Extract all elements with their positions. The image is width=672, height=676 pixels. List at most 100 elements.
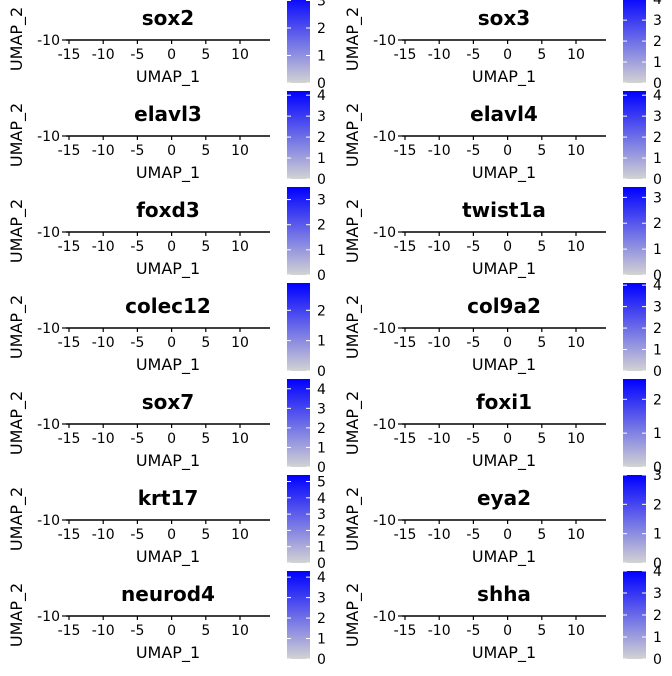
x-axis-label: UMAP_1: [136, 355, 200, 375]
colorbar: [623, 283, 646, 371]
x-tick-label: -15: [58, 143, 81, 159]
colorbar-tick-label: 2: [653, 34, 662, 50]
x-tick-label: 10: [231, 335, 249, 351]
colorbar-tick-label: 0: [317, 556, 326, 572]
x-tick-label: 5: [201, 431, 210, 447]
x-tick-label: 0: [167, 527, 176, 543]
x-axis-label: UMAP_1: [136, 547, 200, 567]
x-tick-label: 10: [567, 527, 585, 543]
x-tick-label: -5: [130, 143, 144, 159]
x-tick-label: 0: [503, 623, 512, 639]
x-tick-label: 0: [503, 47, 512, 63]
y-tick-label: -10: [373, 129, 396, 145]
x-tick-label: 5: [537, 527, 546, 543]
colorbar-tick-label: 2: [317, 130, 326, 146]
colorbar-tick-label: 0: [653, 364, 662, 380]
y-tick-label: -10: [37, 321, 60, 337]
colorbar-tick-label: 2: [317, 421, 326, 437]
x-tick-label: 10: [567, 623, 585, 639]
x-tick-label: -10: [92, 47, 115, 63]
x-tick-label: 5: [537, 239, 546, 255]
x-tick-label: -15: [58, 527, 81, 543]
x-tick-label: -5: [466, 335, 480, 351]
colorbar-tick-label: 0: [653, 76, 662, 92]
colorbar-tick-label: 3: [653, 586, 662, 602]
colorbar-tick-label: 0: [653, 556, 662, 572]
x-tick-label: -15: [394, 239, 417, 255]
colorbar-tick-label: 3: [653, 468, 662, 484]
x-tick-label: 5: [537, 623, 546, 639]
panel-title: elavl3: [134, 102, 202, 126]
colorbar-tick-label: 2: [317, 218, 326, 234]
colorbar-tick-label: 1: [653, 151, 662, 167]
x-tick-label: -15: [394, 431, 417, 447]
x-tick-label: 10: [567, 239, 585, 255]
colorbar-tick-label: 0: [317, 364, 326, 380]
x-tick-label: -5: [466, 527, 480, 543]
x-tick-label: 5: [537, 143, 546, 159]
y-tick-label: -10: [37, 513, 60, 529]
panel-title: eya2: [477, 486, 531, 510]
colorbar-tick-label: 4: [317, 491, 326, 507]
x-tick-label: 5: [537, 335, 546, 351]
colorbar: [623, 379, 646, 467]
x-tick-label: -15: [58, 239, 81, 255]
y-axis-label: UMAP_2: [343, 391, 363, 455]
x-tick-label: 0: [503, 239, 512, 255]
x-tick-label: 10: [567, 335, 585, 351]
x-tick-label: 0: [503, 431, 512, 447]
x-tick-label: -15: [58, 623, 81, 639]
y-tick-label: -10: [373, 225, 396, 241]
x-tick-label: -10: [92, 527, 115, 543]
y-axis-label: UMAP_2: [343, 583, 363, 647]
colorbar: [623, 91, 646, 179]
colorbar: [623, 187, 646, 275]
panel-title: colec12: [125, 294, 211, 318]
colorbar-tick-label: 4: [653, 278, 662, 294]
x-tick-label: -15: [58, 431, 81, 447]
colorbar-tick-label: 0: [317, 268, 326, 284]
colorbar-tick-label: 3: [317, 109, 326, 125]
y-tick-label: -10: [37, 417, 60, 433]
x-tick-label: -10: [428, 47, 451, 63]
colorbar-tick-label: 1: [317, 49, 326, 65]
x-tick-label: 0: [503, 335, 512, 351]
y-axis-label: UMAP_2: [7, 391, 27, 455]
y-axis-label: UMAP_2: [7, 7, 27, 71]
x-tick-label: -15: [394, 143, 417, 159]
colorbar-tick-label: 1: [317, 151, 326, 167]
colorbar-tick-label: 0: [653, 460, 662, 476]
x-axis-label: UMAP_1: [136, 163, 200, 183]
colorbar-tick-label: 2: [653, 497, 662, 513]
x-axis-label: UMAP_1: [136, 259, 200, 279]
colorbar-tick-label: 3: [317, 591, 326, 607]
colorbar-tick-label: 1: [317, 632, 326, 648]
colorbar-tick-label: 2: [317, 21, 326, 37]
colorbar: [623, 475, 646, 563]
colorbar-tick-label: 2: [653, 608, 662, 624]
y-axis-label: UMAP_2: [343, 103, 363, 167]
panel-title: foxi1: [476, 390, 532, 414]
colorbar-tick-label: 2: [653, 216, 662, 232]
colorbar-tick-label: 3: [317, 0, 326, 10]
x-tick-label: -15: [394, 623, 417, 639]
x-tick-label: 0: [167, 47, 176, 63]
x-axis-label: UMAP_1: [472, 259, 536, 279]
colorbar: [287, 283, 310, 371]
y-axis-label: UMAP_2: [343, 295, 363, 359]
x-tick-label: -5: [130, 47, 144, 63]
colorbar-tick-label: 1: [653, 55, 662, 71]
x-tick-label: 10: [567, 431, 585, 447]
x-tick-label: -5: [466, 143, 480, 159]
y-axis-label: UMAP_2: [343, 487, 363, 551]
colorbar-tick-label: 4: [653, 88, 662, 104]
colorbar-tick-label: 4: [317, 570, 326, 586]
colorbar: [287, 0, 310, 83]
